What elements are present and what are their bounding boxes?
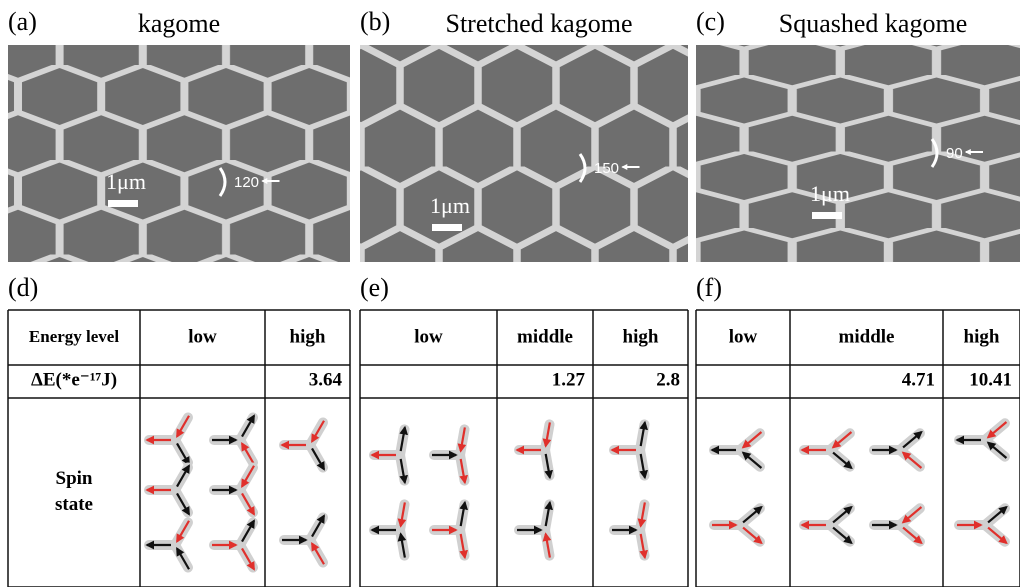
panel-label: (b) [360, 7, 390, 36]
sem-image [360, 45, 688, 262]
panel-title: Squashed kagome [779, 9, 967, 38]
scale-bar [432, 224, 462, 231]
column-header: middle [839, 326, 895, 347]
spin-label-line: Spin [56, 468, 93, 489]
scale-bar-label: 1μm [106, 169, 146, 194]
energy-value: 4.71 [902, 369, 935, 390]
sem-image [8, 45, 350, 262]
energy-value: 2.8 [656, 369, 680, 390]
column-header: middle [517, 326, 573, 347]
column-header: low [188, 326, 217, 347]
angle-label: 120 [234, 174, 259, 191]
column-header: high [623, 326, 659, 347]
figure: (a) kagome 1μm 120 (b) Stretched kagome 1μm 150… [0, 0, 1020, 587]
angle-label: 90 [946, 145, 963, 162]
scale-bar-label: 1μm [430, 193, 470, 218]
energy-value: 10.41 [969, 369, 1012, 390]
spin-label: Spin state [55, 468, 93, 515]
table-label: (d) [8, 273, 38, 302]
row-header: Energy level [29, 327, 119, 346]
scale-bar [812, 212, 842, 219]
panel-label: (c) [696, 7, 725, 36]
panel-title: kagome [138, 9, 220, 38]
table-label: (e) [360, 273, 389, 302]
spin-label-line: state [55, 494, 93, 515]
energy-value: 1.27 [552, 369, 586, 390]
scale-bar [108, 200, 138, 207]
column-header: low [729, 326, 758, 347]
scale-bar-label: 1μm [810, 181, 850, 206]
column-header: high [290, 326, 326, 347]
energy-value: 3.64 [309, 369, 343, 390]
angle-label: 150 [594, 160, 619, 177]
panel-label: (a) [8, 7, 37, 36]
column-header: low [414, 326, 443, 347]
panel-title: Stretched kagome [446, 9, 633, 38]
column-header: high [964, 326, 1000, 347]
sem-image [696, 45, 1020, 262]
page: (a) kagome 1μm 120 (b) Stretched kagome 1μm 150… [0, 0, 1020, 587]
table-label: (f) [696, 273, 722, 302]
energy-label: ΔE(*e⁻¹⁷J) [31, 369, 117, 390]
